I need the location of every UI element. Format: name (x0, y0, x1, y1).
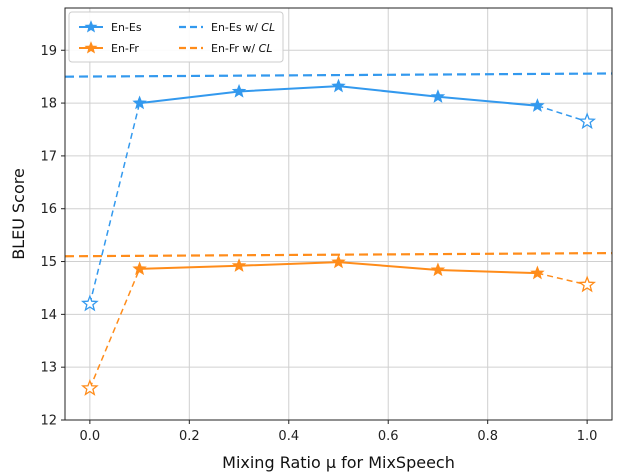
y-tick-label: 16 (40, 202, 57, 217)
x-tick-label: 0.2 (179, 429, 200, 444)
data-point-star (231, 258, 247, 272)
y-tick-label: 12 (40, 414, 57, 429)
x-tick-label: 0.6 (378, 429, 399, 444)
y-axis-title: BLEU Score (9, 168, 28, 260)
legend-label: En-Fr (111, 42, 139, 55)
y-tick-label: 19 (40, 44, 57, 59)
legend-entry: En-Fr w/ CL (179, 42, 272, 55)
x-tick-label: 0.0 (80, 429, 101, 444)
series-group (81, 254, 596, 396)
data-point-star (331, 254, 346, 269)
x-tick-label: 1.0 (577, 429, 598, 444)
legend-star-icon (84, 41, 98, 54)
legend-label-em: CL (261, 21, 275, 34)
data-point-star (430, 89, 446, 103)
legend-label-main: En-Fr (111, 42, 139, 55)
y-tick-label: 17 (40, 149, 57, 164)
grid (65, 8, 612, 421)
legend-box (68, 11, 284, 63)
legend-entry: En-Fr (79, 41, 139, 55)
axis-ticks: 0.0 0.2 0.4 0.6 0.8 1.0 12 13 14 15 16 17 18 19 (40, 44, 597, 444)
data-point-star (331, 78, 346, 93)
data-point-star (132, 261, 147, 276)
data-point-star (80, 294, 99, 312)
y-tick-label: 13 (40, 361, 57, 376)
data-point-star (578, 112, 597, 130)
legend-entry: En-Es (79, 20, 142, 34)
legend-label-main: En-Es w/ (211, 21, 261, 34)
series-dashed-segment (537, 272, 588, 286)
legend-label-main: En-Es (111, 21, 142, 34)
series-dashed-segment (89, 102, 141, 304)
reference-line (64, 72, 613, 78)
legend-label: En-Es w/ CL (211, 21, 275, 34)
legend-star-icon (84, 20, 98, 33)
x-tick-label: 0.8 (477, 429, 498, 444)
plot-frame (64, 7, 613, 421)
data-point-star (231, 83, 247, 98)
data-point-star (578, 275, 596, 293)
legend-label: En-Fr w/ CL (211, 42, 272, 55)
legend-label: En-Es (111, 21, 142, 34)
y-tick-label: 14 (40, 308, 57, 323)
series-group (80, 78, 597, 312)
legend-label-main: En-Fr w/ (211, 42, 259, 55)
series-dashed-segment (89, 268, 141, 389)
y-tick-label: 18 (40, 97, 57, 112)
data-point-star (132, 95, 147, 110)
x-axis-title: Mixing Ratio μ for MixSpeech (222, 453, 455, 472)
data-point-star (530, 98, 545, 112)
data-point-star (530, 265, 545, 280)
y-tick-label: 15 (40, 255, 57, 270)
legend-label-em: CL (259, 42, 273, 55)
legend-entry: En-Es w/ CL (179, 21, 275, 34)
x-tick-label: 0.4 (278, 429, 299, 444)
data-point-star (81, 378, 99, 396)
data-point-star (430, 262, 446, 277)
data-series (80, 78, 597, 396)
